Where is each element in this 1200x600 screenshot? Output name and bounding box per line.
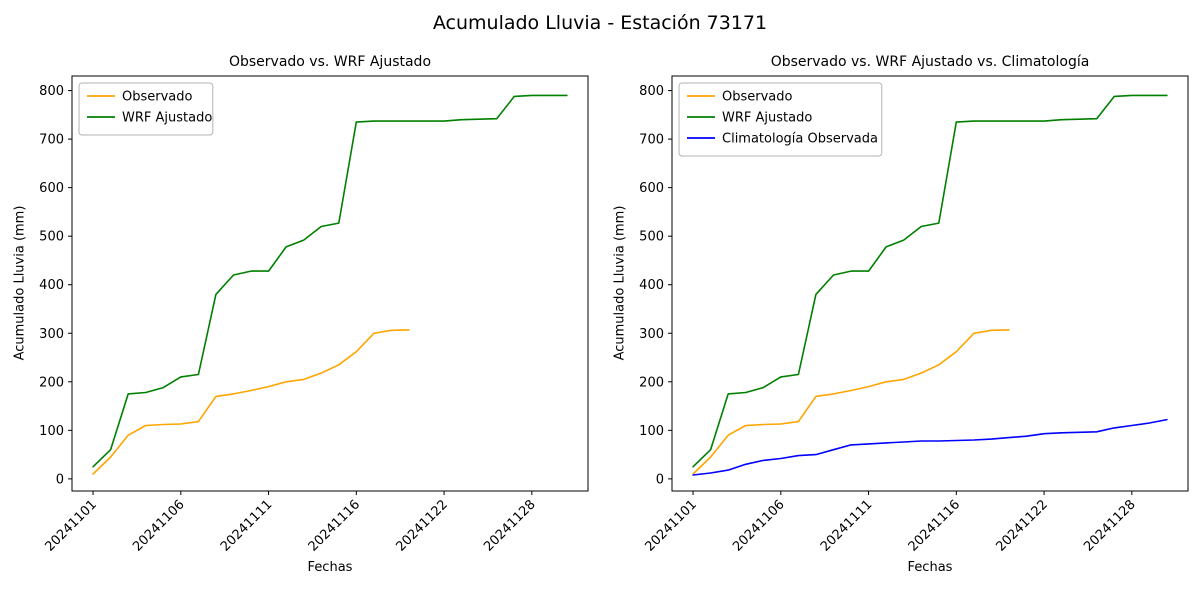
subplot-observado-wrf: Observado vs. WRF Ajustado Acumulado Llu… — [0, 48, 600, 600]
y-tick-label: 200 — [39, 375, 64, 390]
series-line-climatolog-a-observada — [692, 418, 1168, 476]
figure-title: Acumulado Lluvia - Estación 73171 — [432, 12, 768, 34]
x-tick-label: 20241111 — [818, 497, 875, 554]
y-tick-label: 800 — [39, 84, 64, 99]
y-tick-label: 700 — [39, 133, 64, 148]
y-tick-label: 700 — [639, 133, 664, 148]
series-line-observado — [692, 329, 1010, 475]
legend-label: Observado — [122, 90, 193, 105]
x-tick-label: 20241106 — [130, 497, 187, 554]
series-line-wrf-ajustado — [692, 94, 1168, 468]
y-tick-label: 600 — [639, 181, 664, 196]
x-tick-label: 20241106 — [730, 497, 787, 554]
legend-label: Climatología Observada — [722, 132, 878, 147]
subplot-title-right: Observado vs. WRF Ajustado vs. Climatolo… — [770, 54, 1090, 70]
legend-label: Observado — [722, 90, 793, 105]
x-tick-label: 20241128 — [481, 497, 538, 554]
x-tick-label: 20241101 — [642, 497, 699, 554]
y-tick-label: 800 — [639, 84, 664, 99]
y-tick-label: 100 — [39, 424, 64, 439]
y-tick-label: 500 — [39, 230, 64, 245]
subplot-observado-wrf-climatologia: Observado vs. WRF Ajustado vs. Climatolo… — [600, 48, 1200, 600]
x-tick-label: 20241111 — [218, 497, 275, 554]
y-tick-label: 0 — [656, 472, 664, 487]
y-tick-label: 600 — [39, 181, 64, 196]
x-tick-label: 20241128 — [1081, 497, 1138, 554]
x-tick-label: 20241122 — [994, 497, 1051, 554]
x-tick-label: 20241122 — [394, 497, 451, 554]
y-tick-label: 300 — [39, 327, 64, 342]
legend-label: WRF Ajustado — [722, 111, 812, 126]
axes-spines — [71, 75, 589, 492]
y-tick-label: 100 — [639, 424, 664, 439]
plot-area-left: 0 100 200 300 400 500 600 700 800 20241101 2024110… — [39, 75, 589, 555]
y-tick-label: 500 — [639, 230, 664, 245]
charts-container: Observado vs. WRF Ajustado Acumulado Llu… — [0, 48, 1200, 600]
legend-label: WRF Ajustado — [122, 111, 212, 126]
series-line-wrf-ajustado — [92, 94, 568, 468]
axes-spines — [671, 75, 1189, 492]
legend-box — [678, 82, 883, 157]
legend: Observado WRF Ajustado Climatología Observ… — [678, 82, 883, 157]
y-tick-label: 300 — [639, 327, 664, 342]
x-tick-label: 20241116 — [306, 497, 363, 554]
y-tick-label: 0 — [56, 472, 64, 487]
subplot-title-left: Observado vs. WRF Ajustado — [228, 54, 432, 70]
y-tick-label: 400 — [639, 278, 664, 293]
x-axis-label-left: Fechas — [307, 560, 353, 575]
x-tick-label: 20241101 — [42, 497, 99, 554]
x-axis-label-right: Fechas — [907, 560, 953, 575]
legend: Observado WRF Ajustado — [78, 82, 214, 136]
x-tick-label: 20241116 — [906, 497, 963, 554]
y-tick-label: 200 — [639, 375, 664, 390]
plot-area-right: 0 100 200 300 400 500 600 700 800 20241101 2024110… — [639, 75, 1189, 555]
series-line-observado — [92, 329, 410, 475]
y-tick-label: 400 — [39, 278, 64, 293]
